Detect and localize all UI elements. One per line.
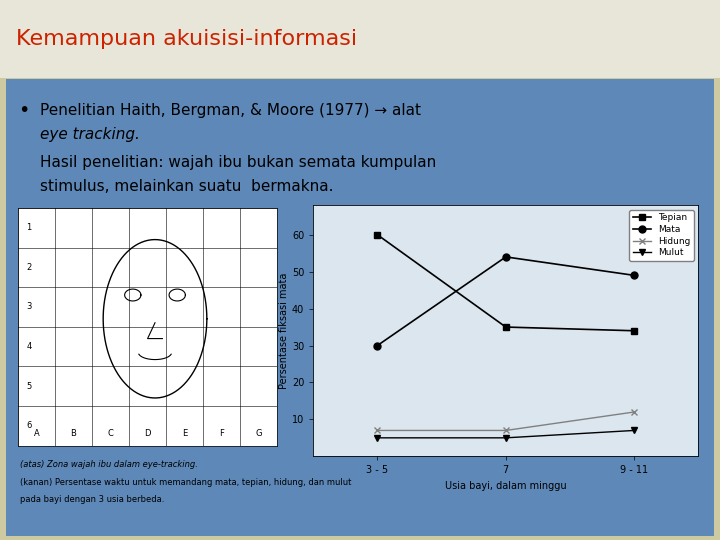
Text: 3: 3 bbox=[27, 302, 32, 312]
Bar bbox=[0, 0, 720, 78]
Text: (atas) Zona wajah ibu dalam eye-tracking.: (atas) Zona wajah ibu dalam eye-tracking… bbox=[20, 460, 198, 469]
Text: 1: 1 bbox=[27, 223, 32, 232]
Line: Mata: Mata bbox=[374, 253, 638, 349]
Text: G: G bbox=[256, 429, 262, 438]
Text: Hasil penelitian: wajah ibu bukan semata kumpulan: Hasil penelitian: wajah ibu bukan semata… bbox=[40, 154, 436, 170]
Text: A: A bbox=[34, 429, 40, 438]
Text: (kanan) Persentase waktu untuk memandang mata, tepian, hidung, dan mulut: (kanan) Persentase waktu untuk memandang… bbox=[20, 478, 351, 487]
Text: •: • bbox=[18, 101, 30, 120]
Line: Hidung: Hidung bbox=[374, 409, 638, 434]
Text: pada bayi dengan 3 usia berbeda.: pada bayi dengan 3 usia berbeda. bbox=[20, 495, 165, 504]
Hidung bbox=[501, 427, 510, 434]
Text: Kemampuan akuisisi-informasi: Kemampuan akuisisi-informasi bbox=[16, 29, 357, 49]
Bar bbox=[6, 79, 714, 536]
Hidung bbox=[630, 409, 639, 415]
X-axis label: Usia bayi, dalam minggu: Usia bayi, dalam minggu bbox=[445, 481, 567, 491]
Mulut bbox=[501, 435, 510, 441]
Text: E: E bbox=[182, 429, 187, 438]
Text: 6: 6 bbox=[27, 421, 32, 430]
Text: eye tracking.: eye tracking. bbox=[40, 127, 140, 143]
Text: F: F bbox=[219, 429, 224, 438]
Tepian bbox=[630, 327, 639, 334]
Mulut bbox=[373, 435, 382, 441]
Tepian bbox=[501, 324, 510, 330]
Mata bbox=[630, 272, 639, 279]
Text: Penelitian Haith, Bergman, & Moore (1977) → alat: Penelitian Haith, Bergman, & Moore (1977… bbox=[40, 103, 420, 118]
Legend: Tepian, Mata, Hidung, Mulut: Tepian, Mata, Hidung, Mulut bbox=[629, 210, 694, 261]
Text: stimulus, melainkan suatu  bermakna.: stimulus, melainkan suatu bermakna. bbox=[40, 179, 333, 194]
Mata bbox=[373, 342, 382, 349]
Text: D: D bbox=[144, 429, 151, 438]
Text: 2: 2 bbox=[27, 263, 32, 272]
Line: Mulut: Mulut bbox=[374, 428, 637, 441]
Text: B: B bbox=[71, 429, 76, 438]
Mulut bbox=[630, 427, 639, 434]
Text: 4: 4 bbox=[27, 342, 32, 351]
Line: Tepian: Tepian bbox=[374, 231, 638, 334]
Y-axis label: Persentase fiksasi mata: Persentase fiksasi mata bbox=[279, 273, 289, 389]
Tepian bbox=[373, 232, 382, 238]
Mata bbox=[501, 254, 510, 260]
Text: 5: 5 bbox=[27, 382, 32, 390]
Hidung bbox=[373, 427, 382, 434]
Text: C: C bbox=[107, 429, 114, 438]
